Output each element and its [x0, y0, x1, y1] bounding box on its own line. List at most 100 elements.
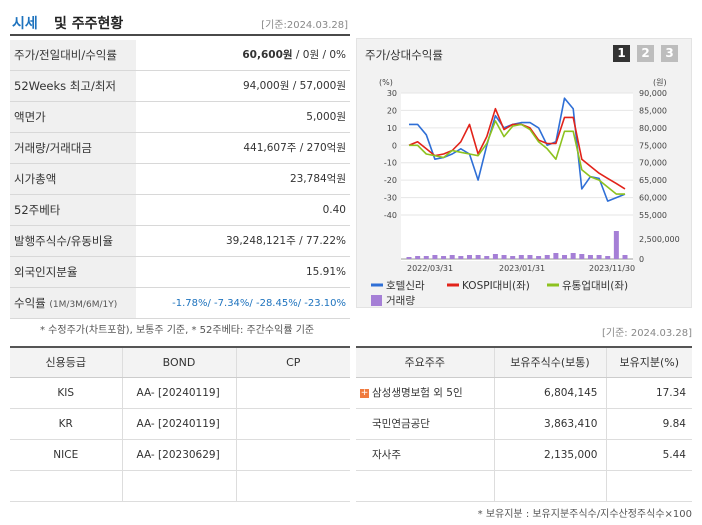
right-axis-unit: (원) [653, 78, 667, 87]
footnote-left: * 수정주가(차트포함), 보통주 기준, * 52주베타: 주간수익률 기준 [40, 325, 315, 336]
volume-bar [423, 256, 429, 259]
volume-bar [544, 255, 550, 259]
volume-bar [527, 255, 533, 259]
column-header-stake: 보유지분(%) [605, 346, 692, 378]
volume-bar [622, 255, 628, 259]
base-date-right: [기준: 2024.03.28] [601, 328, 692, 339]
section-title-blue: 시세 [12, 16, 38, 32]
x-axis-tick-label: 2023/11/30 [589, 264, 635, 273]
info-label: 발행주식수/유동비율 [10, 226, 136, 256]
bond-cell: AA- [20240119] [121, 377, 236, 409]
info-label: 52Weeks 최고/최저 [10, 71, 136, 101]
info-label: 주가/전일대비/수익률 [10, 40, 136, 70]
info-label: 시가총액 [10, 164, 136, 194]
bond-cell: AA- [20230629] [121, 439, 236, 471]
volume-bar [579, 254, 585, 259]
price-value: 60,600원 [242, 49, 293, 61]
volume-bar [587, 255, 593, 259]
base-date: [기준:2024.03.28] [261, 20, 348, 31]
cp-cell [235, 408, 350, 440]
chart-page-3-button[interactable]: 3 [661, 45, 678, 62]
market-info-table: 주가/전일대비/수익률 60,600원 / 0원 / 0% 52Weeks 최고… [10, 40, 350, 319]
table-row: 국민연금공단 3,863,410 9.84 [356, 408, 692, 440]
right-axis-tick-label: 55,000 [639, 211, 667, 220]
holder-name: 삼성생명보험 외 5인 [372, 387, 463, 399]
table-row: + 삼성생명보험 외 5인 6,804,145 17.34 [356, 377, 692, 409]
table-row: KIS AA- [20240119] [10, 377, 350, 409]
volume-axis-tick-label: 0 [639, 255, 644, 264]
right-axis-tick-label: 80,000 [639, 124, 667, 133]
right-axis-tick-label: 90,000 [639, 89, 667, 98]
info-row-face-value: 액면가 5,000원 [10, 102, 350, 133]
stake-cell: 17.34 [605, 377, 692, 409]
table-row [10, 470, 350, 502]
agency-cell: KR [10, 408, 122, 440]
stake-cell: 5.44 [605, 439, 692, 471]
info-value: 5,000원 [306, 111, 346, 123]
holder-name-cell: 국민연금공단 [356, 408, 494, 440]
table-row [356, 470, 692, 502]
volume-bar [613, 231, 619, 259]
price-change-value: / 0원 / 0% [292, 49, 346, 61]
chart-page-1-button[interactable]: 1 [613, 45, 630, 62]
volume-bar [605, 256, 611, 259]
credit-rating-table: 신용등급 BOND CP KIS AA- [20240119] KR AA- [… [10, 346, 350, 502]
volume-bar [475, 255, 481, 259]
info-value: 60,600원 / 0원 / 0% [136, 40, 350, 70]
legend-label: 유통업대비(좌) [562, 279, 628, 292]
info-label: 외국인지분율 [10, 257, 136, 287]
column-header-cp: CP [235, 346, 350, 378]
column-header-holder: 주요주주 [356, 346, 494, 378]
shares-cell: 6,804,145 [493, 377, 606, 409]
holder-name-cell [356, 470, 494, 502]
info-value: 15.91% [305, 266, 346, 278]
bond-cell [121, 470, 236, 502]
series-line-3 [409, 120, 625, 195]
chart-page-2-button[interactable]: 2 [637, 45, 654, 62]
holder-name: 국민연금공단 [372, 418, 430, 430]
volume-bar [458, 256, 464, 259]
holder-name-cell[interactable]: + 삼성생명보험 외 5인 [356, 377, 494, 409]
shares-cell [493, 470, 606, 502]
table-row: NICE AA- [20230629] [10, 439, 350, 471]
right-axis-tick-label: 85,000 [639, 106, 667, 115]
major-shareholders-table: 주요주주 보유주식수(보통) 보유지분(%) + 삼성생명보험 외 5인 6,80… [356, 346, 692, 502]
left-axis-tick-label: -10 [384, 159, 397, 168]
info-label: 거래량/거래대금 [10, 133, 136, 163]
info-value: 0.40 [322, 204, 346, 216]
x-axis-tick-label: 2023/01/31 [499, 264, 545, 273]
volume-bar [492, 254, 498, 259]
left-axis-tick-label: -20 [384, 176, 397, 185]
chart-panel: 주가/상대수익률 1 2 3 (%) (원) 30 20 10 0 -10 -20 -30 -… [356, 38, 692, 308]
series-line-2 [408, 107, 626, 190]
left-axis-tick-label: 10 [387, 124, 397, 133]
info-value: 94,000원 / 57,000원 [242, 80, 346, 92]
legend-swatch-volume [371, 295, 382, 306]
volume-bar [553, 253, 559, 259]
info-row-beta: 52주베타 0.40 [10, 195, 350, 226]
info-value: 23,784억원 [289, 173, 346, 185]
expand-plus-icon[interactable]: + [360, 387, 369, 398]
price-relative-return-chart: (%) (원) 30 20 10 0 -10 -20 -30 -40 90,000 85,000 8… [371, 78, 680, 307]
agency-cell: NICE [10, 439, 122, 471]
right-axis-tick-label: 75,000 [639, 141, 667, 150]
volume-bar [415, 256, 421, 259]
returns-label: 수익률 [14, 296, 46, 310]
left-axis-tick-label: 0 [392, 141, 397, 150]
table-row: 자사주 2,135,000 5.44 [356, 439, 692, 471]
volume-bar [449, 255, 455, 259]
volume-bar [536, 256, 542, 259]
volume-bar [570, 253, 576, 259]
left-axis-tick-label: 20 [387, 106, 397, 115]
x-axis-tick-label: 2022/03/31 [407, 264, 453, 273]
legend-label: KOSPI대비(좌) [462, 280, 530, 292]
returns-periods-label: (1M/3M/6M/1Y) [49, 300, 118, 310]
volume-bar [466, 255, 472, 259]
bond-cell: AA- [20240119] [121, 408, 236, 440]
volume-bar [406, 257, 412, 259]
right-axis-tick-label: 65,000 [639, 176, 667, 185]
info-value: 39,248,121주 / 77.22% [225, 235, 346, 247]
right-axis-tick-label: 70,000 [639, 159, 667, 168]
holder-name: 자사주 [372, 449, 401, 461]
volume-axis-tick-label: 2,500,000 [639, 235, 680, 244]
